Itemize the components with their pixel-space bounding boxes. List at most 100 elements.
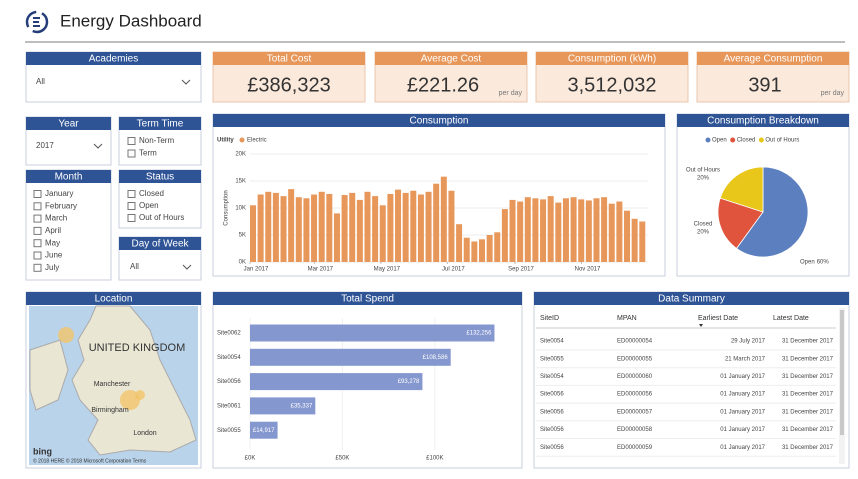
column-header[interactable]: Latest Date xyxy=(773,315,809,322)
bar xyxy=(288,189,295,262)
bar xyxy=(494,232,501,262)
checkbox[interactable] xyxy=(127,149,136,158)
checkbox-label[interactable]: Out of Hours xyxy=(139,213,184,222)
map-label: Manchester xyxy=(94,381,131,388)
term-time-title: Term Time xyxy=(137,119,184,130)
checkbox[interactable] xyxy=(127,202,136,210)
table-cell: ED00000058 xyxy=(617,427,653,433)
bar xyxy=(364,191,371,262)
total-spend-header xyxy=(213,292,522,305)
bar xyxy=(250,348,451,366)
checkbox[interactable] xyxy=(33,226,42,235)
checkbox[interactable] xyxy=(127,137,136,145)
kpi-header xyxy=(375,52,527,65)
legend-label: Open xyxy=(712,138,727,144)
checkbox-label[interactable]: Closed xyxy=(139,189,164,198)
x-tick-label: £100K xyxy=(426,456,443,462)
table-cell: 31 December 2017 xyxy=(782,427,834,433)
consumption-header xyxy=(213,114,665,127)
slice-label: Out of Hours xyxy=(686,168,720,174)
legend-swatch xyxy=(758,137,764,143)
map-label: UNITED KINGDOM xyxy=(89,342,186,354)
kpi-unit: per day xyxy=(821,90,845,97)
bar xyxy=(417,194,424,262)
logo-mark xyxy=(33,17,40,27)
y-axis-title: Consumption xyxy=(224,190,230,225)
bar-value-label: £14,917 xyxy=(253,428,275,434)
column-header[interactable]: Earliest Date xyxy=(698,315,738,322)
checkbox-label[interactable]: March xyxy=(45,214,67,223)
checkbox-label[interactable]: April xyxy=(45,226,61,235)
bar xyxy=(387,193,394,262)
dropdown-value[interactable]: All xyxy=(130,262,139,271)
bar-value-label: £35,337 xyxy=(291,403,313,409)
bar xyxy=(608,203,615,262)
legend-swatch xyxy=(705,137,711,143)
y-tick-label: 5K xyxy=(239,233,246,239)
month-panel xyxy=(25,169,112,281)
table-cell: 31 December 2017 xyxy=(782,445,834,451)
total-spend-title: Total Spend xyxy=(341,294,394,305)
checkbox-label[interactable]: Non-Term xyxy=(139,136,174,145)
checkbox[interactable] xyxy=(33,263,42,272)
status-header xyxy=(119,170,201,183)
map-bubble xyxy=(135,390,145,400)
table-cell: 29 July 2017 xyxy=(731,339,766,345)
checkbox-label[interactable]: July xyxy=(45,263,59,272)
legend-title: Utility xyxy=(217,138,234,144)
table-cell: Site0054 xyxy=(540,374,564,380)
dropdown-chevron[interactable] xyxy=(181,79,191,85)
checkbox[interactable] xyxy=(33,202,42,211)
checkbox[interactable] xyxy=(33,214,42,223)
dropdown-value[interactable]: 2017 xyxy=(36,141,54,150)
map-label: London xyxy=(133,430,156,437)
x-tick-label: Sep 2017 xyxy=(508,267,534,273)
checkbox[interactable] xyxy=(127,214,136,222)
breakdown-header xyxy=(677,114,849,127)
checkbox-label[interactable]: Term xyxy=(139,149,157,158)
column-header[interactable]: MPAN xyxy=(617,315,637,322)
bar xyxy=(250,397,316,415)
checkbox-label[interactable]: Open xyxy=(139,201,159,210)
bar xyxy=(578,199,585,262)
dropdown-chevron[interactable] xyxy=(93,143,103,149)
checkbox[interactable] xyxy=(33,239,42,248)
dropdown-chevron[interactable] xyxy=(182,264,192,270)
checkbox-label[interactable]: January xyxy=(45,189,73,198)
bar xyxy=(555,202,562,262)
bar xyxy=(250,324,495,342)
checkbox[interactable] xyxy=(33,251,42,260)
bar xyxy=(265,191,272,262)
x-tick-label: Jul 2017 xyxy=(442,267,465,273)
kpi-value: £386,323 xyxy=(247,74,330,96)
table-cell: 31 December 2017 xyxy=(782,356,834,362)
bar xyxy=(433,183,440,262)
checkbox-label[interactable]: February xyxy=(45,201,77,210)
breakdown-title: Consumption Breakdown xyxy=(707,116,819,127)
dropdown-value[interactable]: All xyxy=(36,77,45,86)
day-of-week-header xyxy=(119,237,201,250)
checkbox[interactable] xyxy=(33,190,42,198)
bar xyxy=(585,200,592,262)
column-header[interactable]: SiteID xyxy=(540,315,559,322)
pie-slice xyxy=(735,166,809,258)
checkbox-label[interactable]: June xyxy=(45,251,63,260)
scrollbar-thumb[interactable] xyxy=(840,310,844,435)
bar xyxy=(593,198,600,262)
checkbox-label[interactable]: May xyxy=(45,238,60,247)
bar xyxy=(372,196,379,262)
table-cell: 31 December 2017 xyxy=(782,339,834,345)
bar xyxy=(395,189,402,262)
kpi-value: 391 xyxy=(748,74,781,96)
y-tick-label: Site0062 xyxy=(217,331,241,337)
y-tick-label: 20K xyxy=(235,152,246,158)
legend-label: Closed xyxy=(737,138,756,144)
location-header xyxy=(26,292,201,305)
bar xyxy=(250,205,256,262)
consumption-title: Consumption xyxy=(410,116,469,127)
kpi-title: Average Cost xyxy=(421,54,482,65)
x-tick-label: Mar 2017 xyxy=(308,267,334,273)
y-tick-label: 10K xyxy=(235,206,246,212)
checkbox[interactable] xyxy=(127,190,136,198)
slice-label: Closed xyxy=(694,222,713,228)
